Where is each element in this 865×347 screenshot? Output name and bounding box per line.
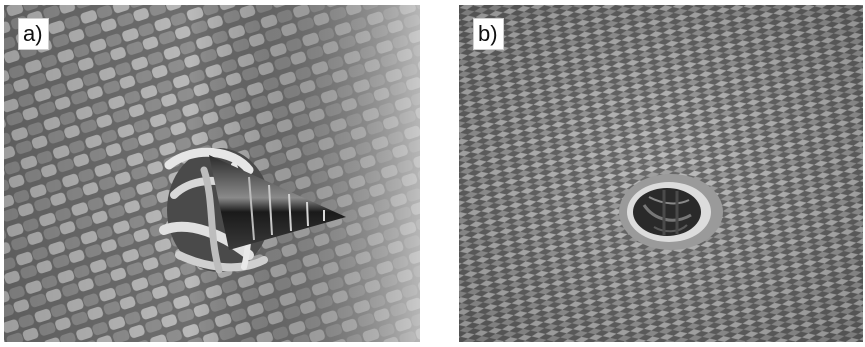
fabric-penetrator-photo	[4, 5, 420, 342]
photo-panel-b: b)	[459, 5, 863, 342]
panel-label-b: b)	[473, 18, 504, 50]
conical-tip	[209, 155, 346, 250]
fabric-hole-photo	[459, 5, 863, 342]
panel-label-a: a)	[18, 18, 49, 50]
hole	[619, 174, 723, 250]
photo-panel-a: a)	[4, 5, 420, 342]
